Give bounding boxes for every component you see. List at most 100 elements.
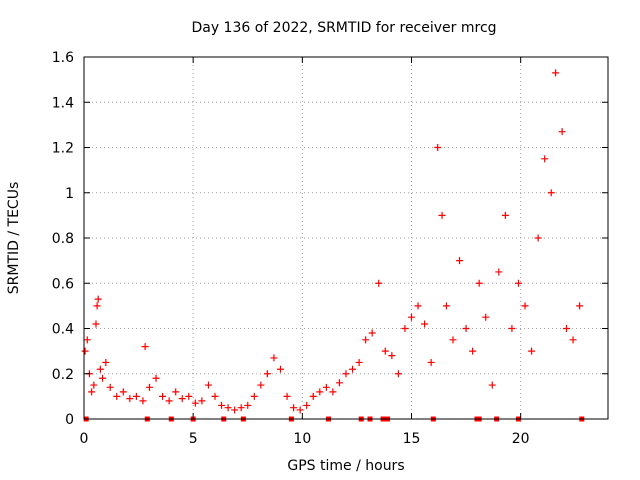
data-point [102,358,110,366]
data-point [113,392,121,400]
data-point [277,365,284,373]
data-point [263,370,271,378]
data-point [316,388,324,396]
data-point [475,279,483,287]
data-point [159,392,167,400]
data-point [362,336,370,344]
chart-title: Day 136 of 2022, SRMTID for receiver mrc… [191,20,496,36]
y-axis-label: SRMTID / TECUs [6,182,22,295]
data-point [394,370,402,378]
data-point [355,358,363,366]
data-point [541,155,549,163]
data-point [442,302,450,310]
data-point [552,69,560,77]
y-tick-label: 1 [65,186,74,202]
data-point [178,395,186,403]
data-point [521,302,529,310]
data-point [501,211,509,219]
data-point [165,397,173,405]
data-point [119,388,127,396]
data-point [83,336,91,344]
data-point [514,279,522,287]
data-point [94,295,102,303]
data-point [204,381,212,389]
y-tick-label: 0.8 [52,231,74,247]
data-point [198,397,206,405]
data-point [296,406,304,414]
data-point [106,383,114,391]
x-tick-label: 0 [80,431,89,447]
data-point [211,392,219,400]
data-point [349,365,357,373]
data-point [388,352,396,360]
data-point [132,392,140,400]
y-tick-label: 1.6 [52,50,74,66]
data-point [528,347,536,355]
plot-frame [83,56,609,420]
x-tick-label: 20 [512,431,530,447]
data-point [408,313,415,321]
data-point [482,313,490,321]
data-point [329,388,337,396]
data-point [414,302,422,310]
data-point [421,320,429,328]
data-point [342,370,350,378]
x-tick-label: 15 [403,431,421,447]
data-point [152,374,160,382]
data-point [563,325,571,332]
data-point [290,404,298,412]
data-point [381,347,389,355]
points-layer [81,69,585,422]
data-point [92,320,100,328]
y-tick-label: 0 [65,412,74,428]
data-point [172,388,180,396]
data-point [90,381,98,389]
data-point [488,381,496,389]
data-point [534,234,542,242]
data-point [93,302,101,310]
data-point [495,268,503,276]
data-point [309,392,317,400]
data-point [270,354,278,362]
data-point [88,388,96,396]
data-point [508,325,516,332]
data-point [469,347,477,355]
y-tick-label: 0.6 [52,276,74,292]
data-point [146,383,153,391]
data-point [322,383,330,391]
data-point [569,336,577,344]
data-point [462,325,470,332]
data-point [81,347,89,355]
x-tick-label: 10 [293,431,311,447]
grid-layer [84,57,608,419]
axes-layer: 0 0.2 0.4 0.6 0.8 1 1.2 1.4 1.6 0 5 10 15 20 [52,50,608,447]
data-point [427,358,435,366]
data-point [449,336,457,344]
data-point [139,397,147,405]
y-tick-label: 1.2 [52,141,74,157]
data-point [257,381,265,389]
data-point [438,211,446,219]
y-tick-label: 0.2 [52,367,74,383]
data-point [456,257,464,265]
data-point [141,343,149,351]
data-point [250,392,258,400]
data-point [231,406,239,414]
data-point [558,128,566,136]
x-axis-label: GPS time / hours [287,458,404,474]
data-point [218,401,226,409]
y-tick-label: 0.4 [52,322,74,338]
data-point [99,374,107,382]
data-point [434,144,442,151]
data-point [303,401,311,409]
x-tick-label: 5 [189,431,198,447]
data-point [283,392,291,400]
data-point [401,325,409,332]
data-point [224,404,232,412]
data-point [547,189,555,197]
data-point [126,395,134,403]
y-tick-label: 1.4 [52,95,74,111]
data-point [185,392,193,400]
data-point [191,399,199,407]
